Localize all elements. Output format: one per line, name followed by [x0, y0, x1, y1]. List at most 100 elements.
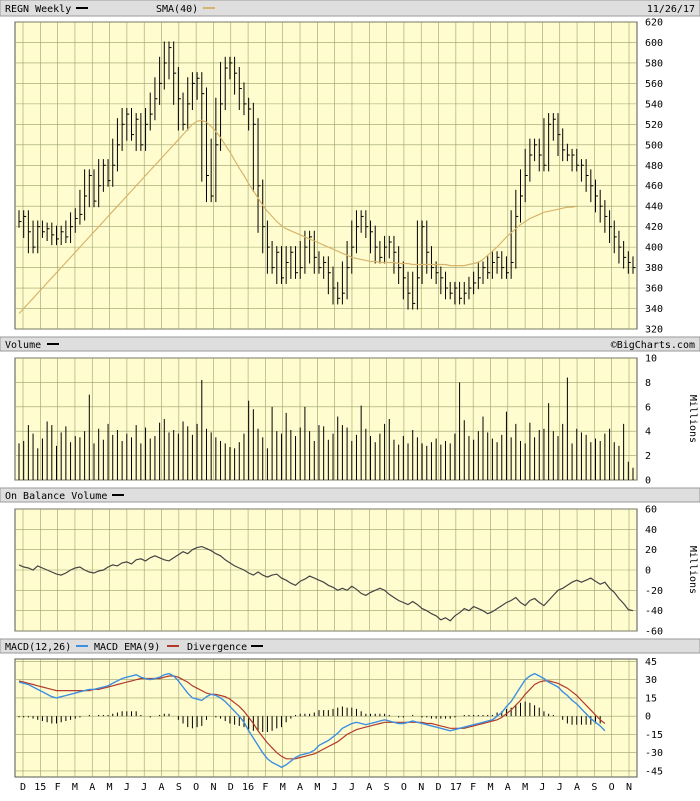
- x-tick-label: A: [505, 782, 511, 793]
- x-tick-label: M: [280, 782, 286, 793]
- x-tick-label: S: [176, 782, 182, 793]
- x-tick-label: M: [522, 782, 528, 793]
- macd-ema-line: [18, 675, 606, 760]
- x-tick-label: S: [591, 782, 597, 793]
- x-tick-label: J: [124, 782, 130, 793]
- price-plot-area: [14, 21, 638, 330]
- y-tick-label: 600: [645, 38, 663, 49]
- volume-header-bar: [0, 336, 700, 352]
- y-tick-label: 560: [645, 79, 663, 90]
- y-tick-label: 45: [645, 657, 657, 668]
- macd-line: [18, 672, 606, 769]
- y-tick-label: 40: [645, 525, 657, 536]
- x-tick-label: F: [55, 782, 61, 793]
- x-tick-label: M: [314, 782, 320, 793]
- y-tick-label: 8: [645, 378, 651, 389]
- x-tick-label: J: [557, 782, 563, 793]
- sma-label: SMA(40): [156, 4, 198, 15]
- x-tick-label: N: [210, 782, 216, 793]
- obv-header-bar: [0, 487, 700, 503]
- y-tick-label: 520: [645, 120, 663, 131]
- y-tick-label: 30: [645, 675, 657, 686]
- y-tick-label: 460: [645, 181, 663, 192]
- y-tick-label: 440: [645, 202, 663, 213]
- x-tick-label: 17: [450, 782, 462, 793]
- x-tick-label: D: [436, 782, 442, 793]
- x-tick-label: N: [418, 782, 424, 793]
- x-tick-label: F: [470, 782, 476, 793]
- x-tick-label: J: [539, 782, 545, 793]
- y-tick-label: 10: [645, 354, 657, 365]
- x-tick-label: D: [20, 782, 26, 793]
- x-tick-label: 15: [34, 782, 46, 793]
- macd-y-ticks: 45 30 15 0 -15 -30 -45: [645, 657, 663, 777]
- x-tick-label: O: [609, 782, 615, 793]
- price-y-ticks: 320 340 360 380 400 420 440 460 480 500 520 540 560 5…: [645, 18, 663, 336]
- y-tick-label: 20: [645, 545, 657, 556]
- obv-title: On Balance Volume: [5, 491, 107, 502]
- header-date: 11/26/17: [647, 4, 695, 15]
- macd-title: MACD(12,26): [5, 642, 71, 653]
- y-tick-label: 620: [645, 18, 663, 29]
- y-tick-label: -15: [645, 730, 663, 741]
- volume-bars: [18, 377, 634, 480]
- divergence-label: Divergence: [187, 642, 247, 653]
- ticker-label: REGN Weekly: [5, 4, 71, 15]
- x-tick-label: D: [228, 782, 234, 793]
- y-tick-label: 420: [645, 222, 663, 233]
- y-tick-label: 340: [645, 304, 663, 315]
- x-tick-label: O: [401, 782, 407, 793]
- x-tick-label: M: [72, 782, 78, 793]
- price-header-bar: [0, 0, 700, 17]
- y-tick-label: 580: [645, 58, 663, 69]
- x-tick-label: M: [107, 782, 113, 793]
- y-tick-label: -60: [645, 627, 663, 638]
- y-tick-label: 6: [645, 402, 651, 413]
- obv-grid: [15, 508, 637, 632]
- y-tick-label: 2: [645, 451, 651, 462]
- obv-y-ticks: 60 40 20 0 -20 -40 -60: [645, 505, 663, 638]
- macd-ema-label: MACD EMA(9): [94, 642, 160, 653]
- y-tick-label: 320: [645, 325, 663, 336]
- y-tick-label: -30: [645, 748, 663, 759]
- y-tick-label: -40: [645, 606, 663, 617]
- obv-line: [18, 545, 634, 622]
- y-tick-label: 0: [645, 476, 651, 487]
- x-tick-label: O: [193, 782, 199, 793]
- volume-y-ticks: 0 2 4 6 8 10: [645, 354, 657, 487]
- x-tick-label: M: [487, 782, 493, 793]
- volume-plot-area: [14, 357, 638, 481]
- y-tick-label: 15: [645, 693, 657, 704]
- price-bars: [18, 41, 636, 310]
- x-tick-label: J: [349, 782, 355, 793]
- x-tick-label: 16: [242, 782, 254, 793]
- x-tick-label: J: [332, 782, 338, 793]
- watermark: ©BigCharts.com: [611, 340, 695, 351]
- x-tick-label: N: [626, 782, 632, 793]
- x-tick-label: A: [297, 782, 303, 793]
- y-tick-label: -20: [645, 586, 663, 597]
- x-tick-label: A: [574, 782, 580, 793]
- y-tick-label: 4: [645, 427, 651, 438]
- y-tick-label: 380: [645, 263, 663, 274]
- x-tick-label: J: [141, 782, 147, 793]
- obv-unit-label: Millions: [687, 546, 698, 594]
- y-tick-label: 400: [645, 243, 663, 254]
- sma-line: [18, 119, 577, 315]
- y-tick-label: -45: [645, 766, 663, 777]
- y-tick-label: 60: [645, 505, 657, 516]
- x-tick-label: F: [262, 782, 268, 793]
- y-tick-label: 360: [645, 284, 663, 295]
- y-tick-label: 0: [645, 712, 651, 723]
- volume-title: Volume: [5, 340, 41, 351]
- x-tick-label: A: [158, 782, 164, 793]
- y-tick-label: 540: [645, 99, 663, 110]
- y-tick-label: 0: [645, 566, 651, 577]
- macd-plot-area: [14, 658, 638, 778]
- x-axis-labels: D 15 F M A M J J A S O N D 16 F M A M J J A S O N D 17 F M A M J J A S O N: [20, 782, 632, 793]
- y-tick-label: 480: [645, 161, 663, 172]
- x-tick-label: A: [366, 782, 372, 793]
- x-tick-label: A: [89, 782, 95, 793]
